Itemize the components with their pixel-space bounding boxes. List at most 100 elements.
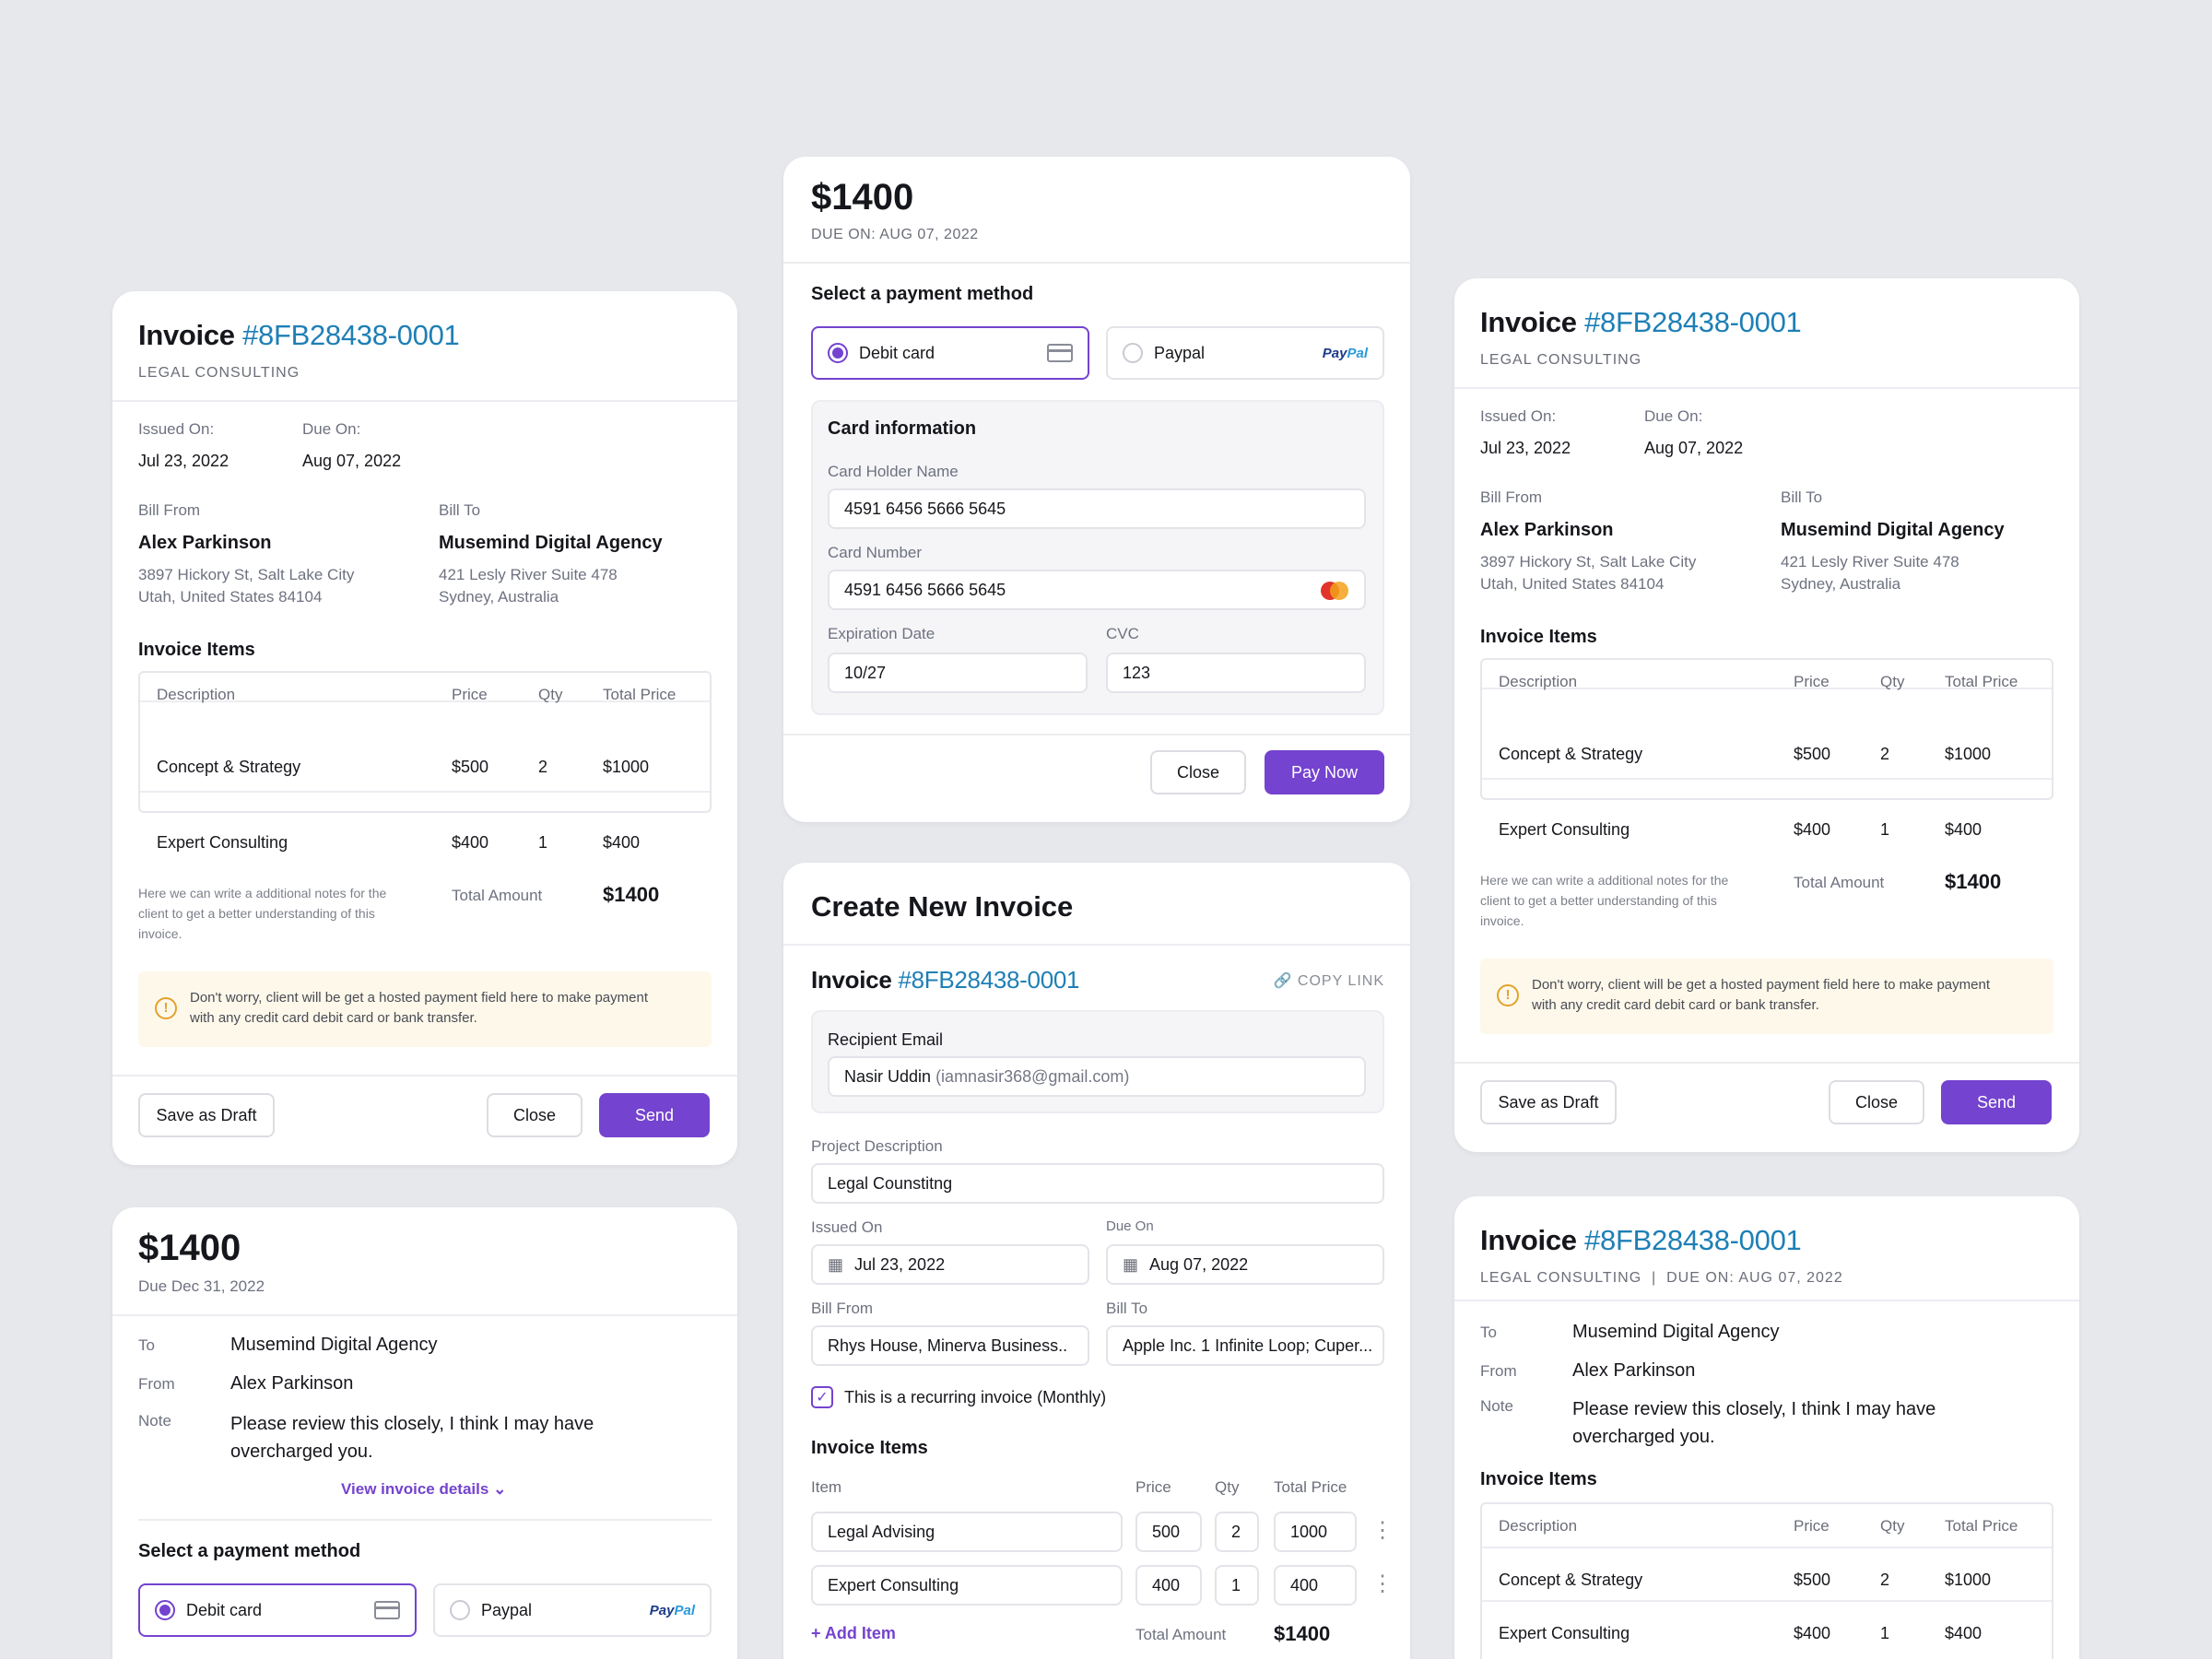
- send-button[interactable]: Send: [1941, 1080, 2052, 1124]
- save-draft-button[interactable]: Save as Draft: [1480, 1080, 1617, 1124]
- mastercard-icon: [1318, 581, 1351, 601]
- add-item-button[interactable]: + Add Item: [811, 1624, 896, 1642]
- paypal-logo: PayPal: [649, 1602, 695, 1618]
- bill-to-label: Bill To: [1781, 488, 1823, 506]
- bill-from-label: Bill From: [1480, 488, 1543, 506]
- invoice-note: Here we can write a additional notes for…: [1480, 873, 1729, 928]
- row2-item-input[interactable]: Expert Consulting: [811, 1565, 1123, 1606]
- total-label: Total Amount: [1794, 874, 1885, 891]
- view-details-link[interactable]: View invoice details ⌄: [341, 1480, 507, 1498]
- due-label: Due On:: [1644, 407, 1703, 425]
- footer-divider: [1454, 1062, 2079, 1064]
- total-value: $1400: [1945, 870, 2002, 893]
- bill-from-name: Alex Parkinson: [138, 533, 272, 553]
- copy-link-button[interactable]: 🔗 COPY LINK: [1273, 973, 1384, 989]
- row-menu-icon[interactable]: ⋮: [1371, 1518, 1394, 1543]
- due-input[interactable]: ▦ Aug 07, 2022: [1106, 1244, 1384, 1285]
- row1-qty: 2: [538, 758, 548, 776]
- paypal-logo: PayPal: [1322, 345, 1368, 361]
- create-invoice-card: Create New Invoice Invoice #8FB28438-000…: [783, 863, 1410, 1659]
- row-menu-icon[interactable]: ⋮: [1371, 1571, 1394, 1596]
- row1-item-input[interactable]: Legal Advising: [811, 1512, 1123, 1552]
- row2-desc: Expert Consulting: [1499, 1624, 1630, 1642]
- send-button[interactable]: Send: [599, 1093, 710, 1137]
- bill-from-label: Bill From: [811, 1300, 874, 1317]
- exp-input[interactable]: 10/27: [828, 653, 1088, 693]
- number-label: Card Number: [828, 544, 923, 561]
- exp-label: Expiration Date: [828, 625, 935, 642]
- bill-from-label: Bill From: [138, 501, 201, 519]
- row2-qty-input[interactable]: 1: [1215, 1565, 1259, 1606]
- table-header-divider: [1482, 688, 2052, 689]
- from-label: From: [1480, 1362, 1517, 1380]
- holder-label: Card Holder Name: [828, 463, 959, 480]
- row1-desc: Concept & Strategy: [1499, 1571, 1643, 1589]
- row2-price: $400: [1794, 820, 1831, 839]
- close-button[interactable]: Close: [487, 1093, 582, 1137]
- row1-price-input[interactable]: 500: [1135, 1512, 1202, 1552]
- row-divider: [1482, 1600, 2052, 1602]
- invoice-category: LEGAL CONSULTING: [1480, 352, 1642, 368]
- bill-from-addr1: 3897 Hickory St, Salt Lake City: [138, 566, 355, 583]
- payment-amount: $1400: [811, 177, 914, 218]
- close-button[interactable]: Close: [1150, 750, 1246, 794]
- radio-selected: [828, 343, 848, 363]
- paypal-option[interactable]: Paypal PayPal: [433, 1583, 712, 1637]
- bill-to-input[interactable]: Apple Inc. 1 Infinite Loop; Cuper...: [1106, 1325, 1384, 1366]
- bill-from-name: Alex Parkinson: [1480, 520, 1614, 540]
- radio-unselected: [1123, 343, 1143, 363]
- items-title: Invoice Items: [1480, 1469, 1597, 1489]
- bill-to-addr2: Sydney, Australia: [1781, 575, 1901, 593]
- table-header-divider: [1482, 1547, 2052, 1548]
- row2-qty: 1: [538, 833, 548, 852]
- select-method-title: Select a payment method: [138, 1541, 361, 1561]
- bill-from-addr2: Utah, United States 84104: [138, 588, 323, 606]
- row2-price-input[interactable]: 400: [1135, 1565, 1202, 1606]
- col-total: Total Price: [603, 686, 677, 703]
- save-draft-button[interactable]: Save as Draft: [138, 1093, 275, 1137]
- summary-amount: $1400: [138, 1228, 241, 1268]
- row2-price: $400: [452, 833, 489, 852]
- payment-footer-divider: [783, 734, 1410, 735]
- issued-input[interactable]: ▦ Jul 23, 2022: [811, 1244, 1089, 1285]
- pay-now-button[interactable]: Pay Now: [1265, 750, 1384, 794]
- col-description: Description: [1499, 673, 1578, 690]
- row1-total-input[interactable]: 1000: [1274, 1512, 1357, 1552]
- recurring-checkbox[interactable]: ✓: [811, 1386, 833, 1408]
- invoice-card-right: Invoice #8FB28438-0001 LEGAL CONSULTING …: [1454, 278, 2079, 1152]
- bill-from-input[interactable]: Rhys House, Minerva Business..: [811, 1325, 1089, 1366]
- paypal-option[interactable]: Paypal PayPal: [1106, 326, 1384, 380]
- warning-icon: !: [1497, 984, 1519, 1006]
- total-value: $1400: [1274, 1622, 1331, 1645]
- issued-value: Jul 23, 2022: [1480, 439, 1571, 457]
- debit-card-option[interactable]: Debit card: [811, 326, 1089, 380]
- col-price: Price: [1794, 673, 1830, 690]
- cvc-input[interactable]: 123: [1106, 653, 1366, 693]
- card-number-input[interactable]: 4591 6456 5666 5645: [828, 570, 1366, 610]
- recipient-input[interactable]: Nasir Uddin (iamnasir368@gmail.com): [828, 1056, 1366, 1097]
- from-value: Alex Parkinson: [1572, 1360, 1696, 1381]
- credit-card-icon: [374, 1601, 400, 1619]
- col-price: Price: [1135, 1478, 1171, 1496]
- row2-desc: Expert Consulting: [1499, 820, 1630, 839]
- project-label: Project Description: [811, 1137, 943, 1155]
- row1-price: $500: [1794, 1571, 1831, 1589]
- col-price: Price: [452, 686, 488, 703]
- to-label: To: [138, 1336, 155, 1354]
- issued-value: Jul 23, 2022: [138, 452, 229, 470]
- close-button[interactable]: Close: [1829, 1080, 1924, 1124]
- from-value: Alex Parkinson: [230, 1373, 354, 1394]
- to-label: To: [1480, 1324, 1497, 1341]
- col-price: Price: [1794, 1517, 1830, 1535]
- link-icon: 🔗: [1273, 973, 1293, 989]
- calendar-icon: ▦: [1123, 1254, 1139, 1274]
- debit-card-option[interactable]: Debit card: [138, 1583, 417, 1637]
- project-input[interactable]: Legal Counstitng: [811, 1163, 1384, 1204]
- invoice-note: Here we can write a additional notes for…: [138, 886, 387, 941]
- row1-qty-input[interactable]: 2: [1215, 1512, 1259, 1552]
- row2-total-input[interactable]: 400: [1274, 1565, 1357, 1606]
- row1-total: $1000: [1945, 745, 1992, 763]
- holder-input[interactable]: 4591 6456 5666 5645: [828, 488, 1366, 529]
- from-label: From: [138, 1375, 175, 1393]
- bill-to-addr1: 421 Lesly River Suite 478: [1781, 553, 1959, 571]
